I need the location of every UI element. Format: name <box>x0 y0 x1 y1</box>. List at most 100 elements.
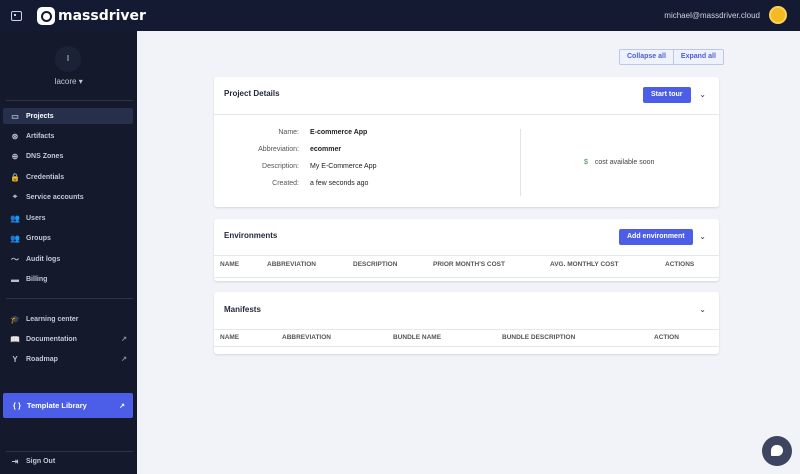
column-header[interactable]: NAME <box>220 334 240 341</box>
divider <box>214 329 719 330</box>
expand-all-button[interactable]: Expand all <box>673 49 724 65</box>
detail-row: Abbreviation: ecommer <box>214 146 341 153</box>
divider <box>6 100 133 101</box>
globe-icon: ⊕ <box>11 151 19 161</box>
sidebar-item-users[interactable]: 👥 Users <box>3 210 133 226</box>
chat-button[interactable] <box>762 436 792 466</box>
credit-card-icon: ▬ <box>11 274 19 284</box>
brand-name: massdriver <box>58 7 146 24</box>
lock-icon: 🔒 <box>10 172 20 182</box>
sidebar-item-label: Billing <box>26 275 48 283</box>
detail-value: ecommer <box>310 146 342 153</box>
detail-value: My E-Commerce App <box>310 163 377 170</box>
external-link-icon: ↗ <box>121 356 127 363</box>
sidebar-toggle-icon[interactable] <box>11 10 22 21</box>
sidebar-item-billing[interactable]: ▬ Billing <box>3 271 133 287</box>
column-header[interactable]: ACTIONS <box>665 261 695 268</box>
chevron-down-icon[interactable]: ⌄ <box>699 305 706 314</box>
expand-collapse-group: Collapse all Expand all <box>619 49 724 65</box>
sidebar-item-groups[interactable]: 👥 Groups <box>3 230 133 246</box>
sidebar-item-label: Users <box>26 214 46 222</box>
sidebar-item-artifacts[interactable]: ⊛ Artifacts <box>3 128 133 144</box>
graduation-cap-icon: 🎓 <box>10 314 20 324</box>
external-link-icon: ↗ <box>119 402 125 410</box>
detail-label: Name: <box>278 129 299 136</box>
sign-out-button[interactable]: ⇥ Sign Out <box>3 453 133 469</box>
sidebar-link-label: Documentation <box>26 335 77 343</box>
template-library-link[interactable]: { } Template Library ↗ <box>3 393 133 418</box>
sidebar-item-label: Credentials <box>26 173 65 181</box>
sidebar-item-label: Service accounts <box>26 193 84 201</box>
column-header[interactable]: BUNDLE NAME <box>393 334 442 341</box>
divider <box>520 129 521 196</box>
column-header[interactable]: BUNDLE DESCRIPTION <box>502 334 576 341</box>
column-header[interactable]: PRIOR MONTH'S COST <box>433 261 505 268</box>
sidebar-item-label: Artifacts <box>26 132 55 140</box>
brand-logo[interactable]: massdriver <box>37 6 146 25</box>
chart-line-icon: 〜 <box>11 254 19 264</box>
chevron-down-icon[interactable]: ⌄ <box>699 90 706 99</box>
cost-info: $ cost available soon <box>584 159 654 166</box>
users-icon: 👥 <box>10 213 20 223</box>
project-details-card: Project Details Start tour ⌄ Name: E-comm… <box>214 77 719 207</box>
dollar-icon: $ <box>584 159 588 166</box>
folder-icon: ▭ <box>11 111 19 121</box>
column-header[interactable]: AVG. MONTHLY COST <box>550 261 619 268</box>
column-header[interactable]: ABBREVIATION <box>282 334 331 341</box>
roadmap-icon: Y <box>12 354 18 364</box>
manifests-card: Manifests ⌄ NAME ABBREVIATION BUNDLE NAME B… <box>214 292 719 354</box>
sidebar-item-label: Groups <box>26 234 51 242</box>
divider <box>214 114 719 115</box>
template-library-label: Template Library <box>26 401 87 410</box>
sidebar-link-learning-center[interactable]: 🎓 Learning center <box>3 311 133 327</box>
sidebar-link-roadmap[interactable]: Y Roadmap ↗ <box>3 351 133 367</box>
sidebar-item-credentials[interactable]: 🔒 Credentials <box>3 169 133 185</box>
sidebar-item-dns-zones[interactable]: ⊕ DNS Zones <box>3 148 133 164</box>
divider <box>214 255 719 256</box>
card-title: Project Details <box>224 89 280 98</box>
book-icon: 📖 <box>10 334 20 344</box>
artifact-icon: ⊛ <box>11 131 19 141</box>
code-braces-icon: { } <box>13 401 21 410</box>
service-account-icon: ⌖ <box>12 192 18 201</box>
cost-text: cost available soon <box>594 159 655 166</box>
sidebar-link-label: Roadmap <box>26 355 58 363</box>
environments-card: Environments Add environment ⌄ NAME ABBRE… <box>214 219 719 281</box>
groups-icon: 👥 <box>10 233 20 243</box>
chevron-down-icon[interactable]: ⌄ <box>699 232 706 241</box>
column-header[interactable]: NAME <box>220 261 240 268</box>
logo-icon <box>37 6 55 25</box>
sidebar-link-documentation[interactable]: 📖 Documentation ↗ <box>3 331 133 347</box>
divider <box>6 451 133 452</box>
card-title: Environments <box>224 231 278 240</box>
user-email[interactable]: michael@massdriver.cloud <box>664 11 760 20</box>
detail-label: Abbreviation: <box>258 146 299 153</box>
sidebar-item-label: Projects <box>26 112 54 120</box>
sidebar-item-service-accounts[interactable]: ⌖ Service accounts <box>3 189 133 205</box>
divider <box>214 277 719 278</box>
detail-label: Description: <box>262 163 299 170</box>
column-header[interactable]: ABBREVIATION <box>267 261 316 268</box>
org-avatar[interactable]: I <box>55 46 81 72</box>
sidebar-link-label: Learning center <box>26 315 79 323</box>
start-tour-button[interactable]: Start tour <box>643 87 691 103</box>
card-title: Manifests <box>224 305 261 314</box>
collapse-all-button[interactable]: Collapse all <box>619 49 674 65</box>
top-bar: massdriver michael@massdriver.cloud <box>0 0 800 31</box>
org-switcher[interactable]: Iacore ▾ <box>54 77 83 86</box>
sidebar-item-audit-logs[interactable]: 〜 Audit logs <box>3 251 133 267</box>
detail-row: Description: My E-Commerce App <box>214 163 377 170</box>
avatar[interactable] <box>769 6 787 24</box>
detail-label: Created: <box>272 180 299 187</box>
add-environment-button[interactable]: Add environment <box>619 229 693 245</box>
sidebar-item-projects[interactable]: ▭ Projects <box>3 108 133 124</box>
sidebar: I Iacore ▾ ▭ Projects ⊛ Artifacts ⊕ DNS Zones… <box>0 31 137 474</box>
sidebar-item-label: DNS Zones <box>26 152 64 160</box>
sidebar-item-label: Audit logs <box>26 255 61 263</box>
column-header[interactable]: ACTION <box>654 334 679 341</box>
column-header[interactable]: DESCRIPTION <box>353 261 398 268</box>
divider <box>214 346 719 347</box>
external-link-icon: ↗ <box>121 336 127 343</box>
sign-out-label: Sign Out <box>26 457 56 465</box>
detail-row: Name: E-commerce App <box>214 129 367 136</box>
